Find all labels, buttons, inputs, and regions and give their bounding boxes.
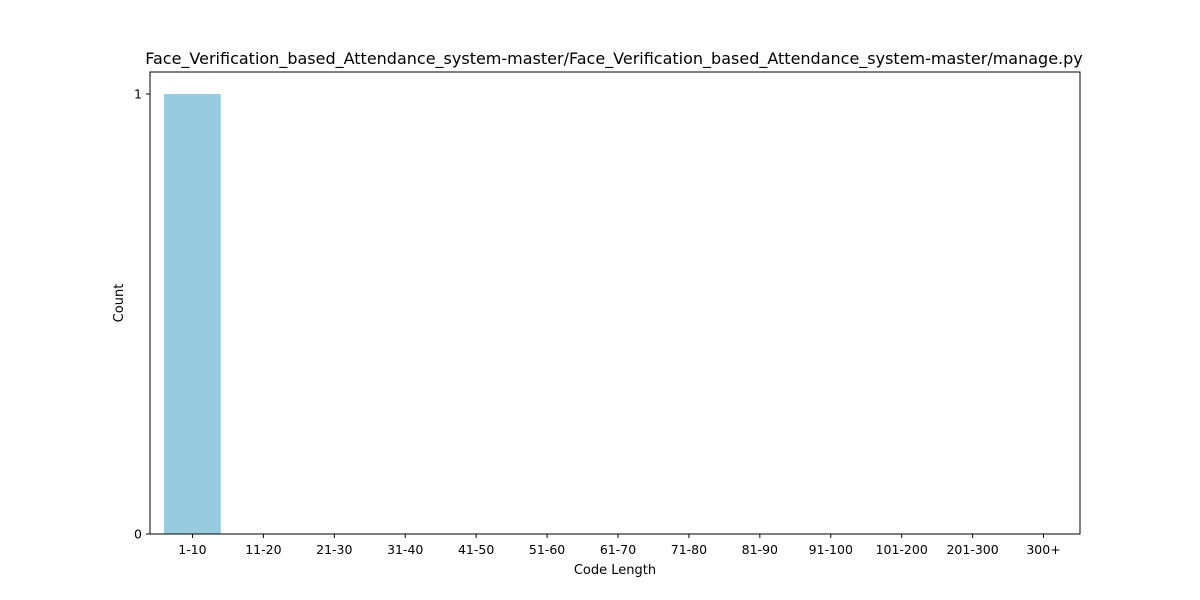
y-axis-label: Count: [112, 284, 127, 323]
x-axis: 1-10 11-20 21-30 31-40 41-50 51-60 61-70 71-80 8…: [178, 534, 1061, 557]
x-tick-label: 11-20: [245, 542, 281, 557]
x-tick-label: 31-40: [387, 542, 423, 557]
x-tick-label: 51-60: [529, 542, 565, 557]
x-tick-label: 101-200: [876, 542, 928, 557]
y-tick-label: 1: [134, 87, 142, 102]
x-tick-label: 71-80: [671, 542, 707, 557]
chart-title: Face_Verification_based_Attendance_syste…: [145, 49, 1083, 69]
x-tick-label: 61-70: [600, 542, 636, 557]
x-tick-label: 91-100: [809, 542, 853, 557]
bar-1-10: [164, 94, 221, 534]
y-axis: 01: [134, 87, 150, 542]
x-tick-label: 21-30: [316, 542, 352, 557]
x-tick-label: 1-10: [178, 542, 206, 557]
bars-layer: [164, 94, 221, 534]
x-tick-label: 81-90: [742, 542, 778, 557]
plot-frame: [149, 71, 1081, 535]
x-tick-label: 201-300: [946, 542, 998, 557]
x-axis-label: Code Length: [574, 563, 656, 578]
x-tick-label: 41-50: [458, 542, 494, 557]
y-tick-label: 0: [134, 527, 142, 542]
x-tick-label: 300+: [1026, 542, 1060, 557]
